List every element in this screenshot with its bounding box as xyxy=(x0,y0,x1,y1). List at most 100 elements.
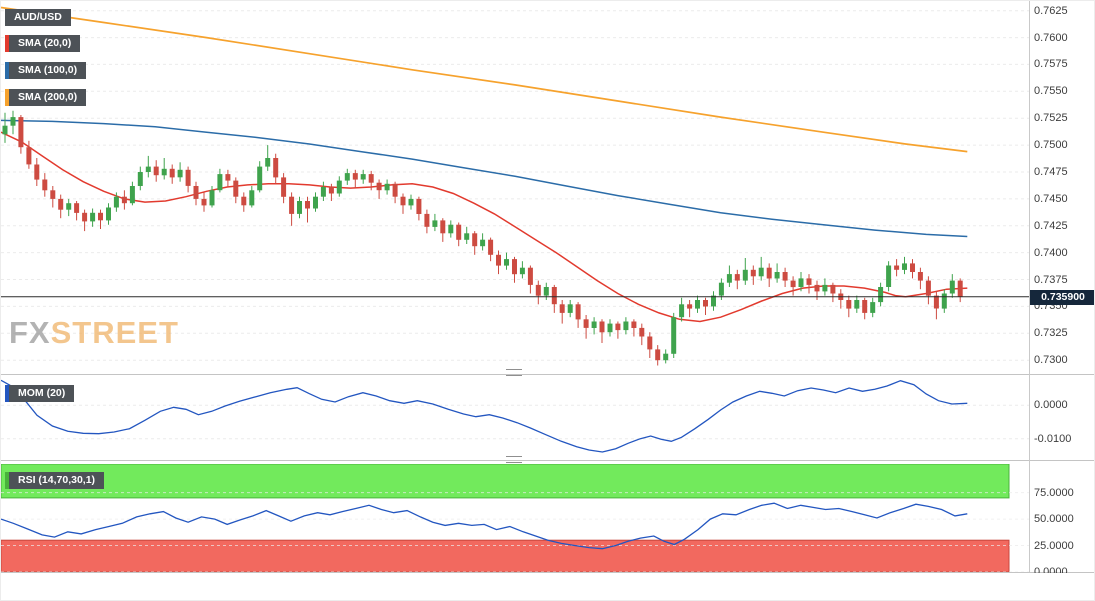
candle-body xyxy=(806,278,812,285)
candle-body xyxy=(137,172,143,186)
candle-body xyxy=(583,319,589,328)
candle-body xyxy=(58,198,64,210)
candle-body xyxy=(886,265,892,287)
candle-body xyxy=(320,187,326,197)
candle-body xyxy=(66,203,72,210)
time-axis[interactable]: Jul8911131415161820212223252728 xyxy=(1,573,1094,600)
candle-body xyxy=(663,353,669,361)
candle-body xyxy=(416,198,422,214)
panel-resize-handle-2[interactable] xyxy=(506,456,522,463)
price-axis-label: 0.7550 xyxy=(1034,85,1068,97)
candle-body xyxy=(18,117,24,148)
candle-body xyxy=(281,177,287,197)
price-axis-label: 50.0000 xyxy=(1034,513,1074,525)
candle-body xyxy=(910,263,915,272)
legend-symbol[interactable]: AUD/USD xyxy=(5,9,71,26)
candle-body xyxy=(559,304,565,313)
watermark-street: STREET xyxy=(50,315,179,350)
candle-body xyxy=(870,302,876,313)
candle-body xyxy=(902,263,907,270)
candle-body xyxy=(225,174,231,181)
candle-body xyxy=(360,174,366,180)
candle-body xyxy=(758,267,764,277)
candle-body xyxy=(623,321,629,331)
candle-body xyxy=(750,269,756,277)
legend-rsi[interactable]: RSI (14,70,30,1) xyxy=(5,472,105,489)
sma20-label: SMA (20,0) xyxy=(9,35,81,52)
candle-body xyxy=(82,212,88,222)
candle-body xyxy=(217,174,223,191)
candle-body xyxy=(814,284,820,292)
candle-body xyxy=(607,323,613,333)
candle-body xyxy=(169,168,175,178)
rsi-plot[interactable] xyxy=(1,464,1029,572)
legend-sma20[interactable]: SMA (20,0) xyxy=(5,35,81,52)
candle-body xyxy=(512,259,517,275)
candle-body xyxy=(265,158,271,167)
candle-body xyxy=(519,267,525,275)
price-axis-label: -0.0100 xyxy=(1034,433,1072,445)
candle-body xyxy=(106,207,111,221)
legend-sma200[interactable]: SMA (200,0) xyxy=(5,89,87,106)
candle-body xyxy=(671,317,677,354)
legend-mom[interactable]: MOM (20) xyxy=(5,385,75,402)
candle-body xyxy=(615,323,621,331)
candle-body xyxy=(440,220,446,234)
candle-body xyxy=(34,164,40,180)
sma20-line xyxy=(1,131,968,323)
candle-body xyxy=(567,304,573,313)
sma100-line xyxy=(1,119,968,238)
price-axis-border xyxy=(1029,1,1030,572)
sma200-color-chip xyxy=(5,89,9,106)
candle-body xyxy=(631,321,637,328)
candles-group xyxy=(2,110,963,366)
candle-body xyxy=(718,282,724,296)
candle-body xyxy=(42,179,48,191)
candle-body xyxy=(941,293,947,309)
candle-body xyxy=(90,212,96,222)
candle-body xyxy=(854,300,860,309)
candle-body xyxy=(305,201,310,209)
mom-label: MOM (20) xyxy=(9,385,75,402)
candle-body xyxy=(726,274,732,283)
candle-body xyxy=(599,321,605,333)
candle-body xyxy=(774,272,780,279)
candle-body xyxy=(535,284,541,296)
candle-body xyxy=(161,168,167,176)
candle-body xyxy=(153,166,159,176)
price-axis-label: 0.7500 xyxy=(1034,139,1068,151)
price-axis-label: 0.7600 xyxy=(1034,32,1068,44)
panel-divider-2 xyxy=(1,460,1094,461)
time-axis-line xyxy=(1,572,1094,573)
candle-body xyxy=(209,190,215,206)
panel-resize-handle-1[interactable] xyxy=(506,369,522,376)
mom-color-chip xyxy=(5,385,9,402)
sma100-label: SMA (100,0) xyxy=(9,62,87,79)
candle-body xyxy=(543,287,549,296)
candle-body xyxy=(957,280,963,297)
candle-body xyxy=(424,213,430,227)
momentum-line xyxy=(1,379,968,453)
candle-body xyxy=(448,224,454,234)
fxstreet-watermark: FXSTREET xyxy=(9,315,179,351)
candle-body xyxy=(129,186,135,204)
candle-body xyxy=(241,196,247,206)
candle-body xyxy=(798,278,804,287)
candle-body xyxy=(488,239,494,255)
candle-body xyxy=(846,300,852,309)
candle-body xyxy=(2,125,8,135)
candle-body xyxy=(822,284,828,292)
sma20-color-chip xyxy=(5,35,9,52)
candle-body xyxy=(695,300,700,309)
candle-body xyxy=(878,287,884,303)
candle-body xyxy=(703,300,708,307)
candle-body xyxy=(185,169,191,186)
candle-body xyxy=(687,304,693,309)
legend-sma100[interactable]: SMA (100,0) xyxy=(5,62,87,79)
momentum-plot[interactable] xyxy=(1,378,1029,456)
candle-body xyxy=(328,187,334,194)
price-axis-label: 0.7425 xyxy=(1034,220,1068,232)
candle-body xyxy=(830,284,836,294)
candlestick-plot[interactable] xyxy=(1,1,1029,372)
candle-body xyxy=(344,173,350,181)
